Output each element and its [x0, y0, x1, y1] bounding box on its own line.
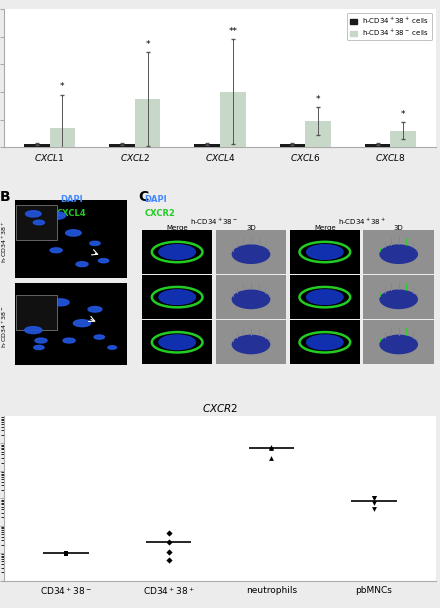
- Bar: [280, 144, 305, 147]
- Text: Merge: Merge: [166, 225, 188, 231]
- Point: [62, 549, 70, 559]
- Bar: [220, 92, 246, 147]
- Point: [165, 537, 172, 547]
- Text: B: B: [0, 190, 11, 204]
- Bar: [109, 144, 135, 147]
- Circle shape: [26, 211, 41, 217]
- Point: [62, 548, 70, 558]
- Point: [370, 494, 378, 503]
- Circle shape: [307, 335, 343, 350]
- Point: [165, 528, 172, 537]
- Text: h-CD34$^+$38$^+$: h-CD34$^+$38$^+$: [338, 216, 386, 227]
- Text: *: *: [401, 110, 406, 119]
- Bar: [290, 230, 360, 274]
- Point: [370, 493, 378, 503]
- Text: *: *: [145, 40, 150, 49]
- Circle shape: [63, 338, 75, 343]
- Circle shape: [66, 230, 81, 236]
- Bar: [365, 144, 390, 147]
- Text: 3D: 3D: [246, 225, 256, 231]
- Circle shape: [47, 212, 66, 219]
- Bar: [135, 99, 160, 147]
- Legend: h-CD34$^+$38$^+$ cells, h-CD34$^+$38$^-$ cells: h-CD34$^+$38$^+$ cells, h-CD34$^+$38$^-$…: [347, 13, 432, 41]
- Bar: [290, 275, 360, 319]
- Bar: [142, 275, 213, 319]
- Text: CXCL4: CXCL4: [56, 209, 86, 218]
- Ellipse shape: [379, 334, 418, 354]
- Point: [370, 504, 378, 514]
- Bar: [216, 320, 286, 364]
- Point: [62, 548, 70, 558]
- Circle shape: [40, 317, 55, 322]
- Ellipse shape: [379, 289, 418, 309]
- Bar: [15, 200, 127, 278]
- Title: $\it{CXCR2}$: $\it{CXCR2}$: [202, 402, 238, 414]
- Circle shape: [33, 220, 44, 225]
- Circle shape: [52, 299, 69, 306]
- Circle shape: [307, 244, 343, 260]
- Bar: [16, 295, 57, 330]
- Circle shape: [35, 338, 47, 343]
- Circle shape: [159, 244, 195, 260]
- Circle shape: [50, 248, 62, 253]
- Ellipse shape: [231, 244, 270, 264]
- Text: h-CD34$^+$38$^-$: h-CD34$^+$38$^-$: [190, 216, 238, 227]
- Bar: [15, 283, 127, 365]
- Ellipse shape: [379, 244, 418, 264]
- Ellipse shape: [231, 289, 270, 309]
- Circle shape: [73, 320, 91, 326]
- Point: [62, 548, 70, 558]
- Bar: [216, 275, 286, 319]
- Point: [268, 453, 275, 463]
- Circle shape: [108, 346, 117, 349]
- Circle shape: [76, 261, 88, 266]
- Circle shape: [307, 290, 343, 305]
- Circle shape: [90, 241, 100, 246]
- Circle shape: [99, 258, 109, 263]
- Text: *: *: [60, 82, 65, 91]
- Ellipse shape: [231, 334, 270, 354]
- Text: **: **: [228, 27, 237, 36]
- Point: [62, 548, 70, 558]
- Bar: [290, 320, 360, 364]
- Circle shape: [88, 306, 102, 312]
- Bar: [142, 230, 213, 274]
- Text: DAPI: DAPI: [145, 195, 167, 204]
- Text: C: C: [138, 190, 148, 204]
- Bar: [16, 205, 57, 240]
- Point: [268, 442, 275, 452]
- Bar: [305, 121, 331, 147]
- Bar: [363, 320, 434, 364]
- Circle shape: [25, 326, 42, 334]
- Bar: [50, 128, 75, 147]
- Text: *: *: [316, 95, 320, 104]
- Bar: [390, 131, 416, 147]
- Text: h-CD34$^+$38$^+$: h-CD34$^+$38$^+$: [0, 220, 9, 263]
- Text: DAPI: DAPI: [60, 195, 83, 204]
- Text: CXCR2: CXCR2: [145, 209, 176, 218]
- Circle shape: [94, 335, 104, 339]
- Circle shape: [159, 290, 195, 305]
- Circle shape: [34, 345, 44, 350]
- Text: 3D: 3D: [394, 225, 403, 231]
- Circle shape: [159, 335, 195, 350]
- Point: [165, 556, 172, 565]
- Bar: [363, 275, 434, 319]
- Text: Merge: Merge: [314, 225, 336, 231]
- Bar: [363, 230, 434, 274]
- Point: [370, 499, 378, 508]
- Point: [165, 547, 172, 557]
- Bar: [216, 230, 286, 274]
- Bar: [194, 144, 220, 147]
- Text: h-CD34$^+$38$^-$: h-CD34$^+$38$^-$: [0, 305, 9, 348]
- Point: [268, 443, 275, 452]
- Bar: [24, 144, 50, 147]
- Bar: [142, 320, 213, 364]
